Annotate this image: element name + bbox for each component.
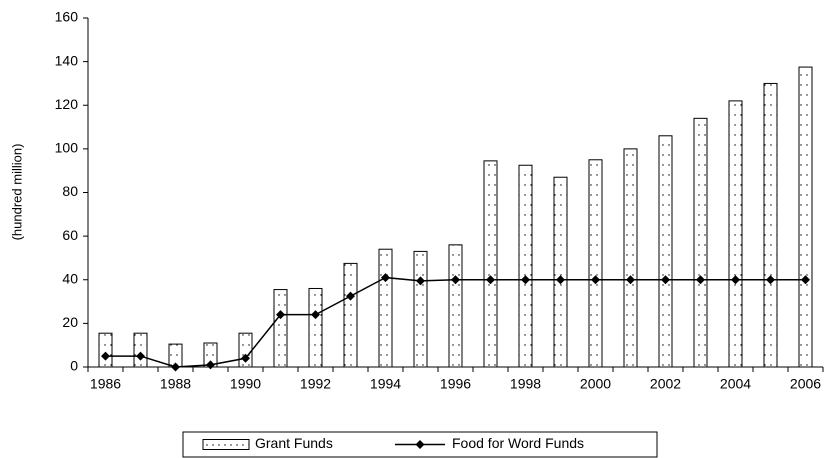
- x-tick-label: 2004: [720, 376, 751, 392]
- marker: [626, 275, 635, 285]
- bar: [483, 160, 498, 368]
- bar: [133, 332, 148, 368]
- marker: [381, 273, 390, 283]
- y-tick-label: 80: [62, 183, 78, 199]
- y-tick-label: 60: [62, 227, 78, 243]
- legend-label: Food for Word Funds: [452, 435, 584, 451]
- bar: [553, 176, 568, 368]
- y-tick-label: 100: [55, 140, 79, 156]
- bar: [413, 250, 428, 368]
- x-tick-label: 1986: [90, 376, 121, 392]
- marker: [241, 353, 250, 363]
- legend-marker: [415, 440, 425, 449]
- bar: [658, 135, 673, 368]
- y-tick-label: 20: [62, 314, 78, 330]
- x-tick-label: 1992: [300, 376, 331, 392]
- marker: [311, 310, 320, 320]
- x-tick-label: 2002: [650, 376, 681, 392]
- bar: [98, 332, 113, 368]
- marker: [556, 275, 565, 285]
- marker: [136, 351, 145, 361]
- marker: [346, 291, 355, 301]
- y-axis-label: (hundred million): [9, 144, 24, 241]
- marker: [591, 275, 600, 285]
- bar: [343, 262, 358, 368]
- y-tick-label: 40: [62, 270, 78, 286]
- marker: [731, 275, 740, 285]
- marker: [766, 275, 775, 285]
- legend-swatch: [202, 439, 250, 450]
- bar: [623, 148, 638, 368]
- bar: [728, 100, 743, 368]
- bar: [693, 117, 708, 368]
- marker: [521, 275, 530, 285]
- marker: [801, 275, 810, 285]
- x-tick-label: 1998: [510, 376, 541, 392]
- bar: [798, 66, 813, 368]
- marker: [171, 362, 180, 372]
- x-tick-label: 1988: [160, 376, 191, 392]
- x-tick-label: 2006: [790, 376, 821, 392]
- marker: [206, 360, 215, 370]
- bar: [308, 287, 323, 368]
- bar: [273, 289, 288, 368]
- marker: [101, 351, 110, 361]
- marker: [416, 276, 425, 286]
- y-tick-label: 160: [55, 9, 79, 25]
- marker: [696, 275, 705, 285]
- y-tick-label: 0: [70, 358, 78, 374]
- x-tick-label: 1994: [370, 376, 401, 392]
- bar: [378, 248, 393, 368]
- marker: [661, 275, 670, 285]
- bar: [763, 82, 778, 368]
- y-tick-label: 120: [55, 96, 79, 112]
- x-tick-label: 1996: [440, 376, 471, 392]
- bar: [448, 244, 463, 368]
- marker: [276, 310, 285, 320]
- marker: [451, 275, 460, 285]
- x-tick-label: 2000: [580, 376, 611, 392]
- legend-label: Grant Funds: [255, 435, 333, 451]
- y-tick-label: 140: [55, 52, 79, 68]
- bar: [518, 164, 533, 368]
- x-tick-label: 1990: [230, 376, 261, 392]
- marker: [486, 275, 495, 285]
- bar: [588, 159, 603, 368]
